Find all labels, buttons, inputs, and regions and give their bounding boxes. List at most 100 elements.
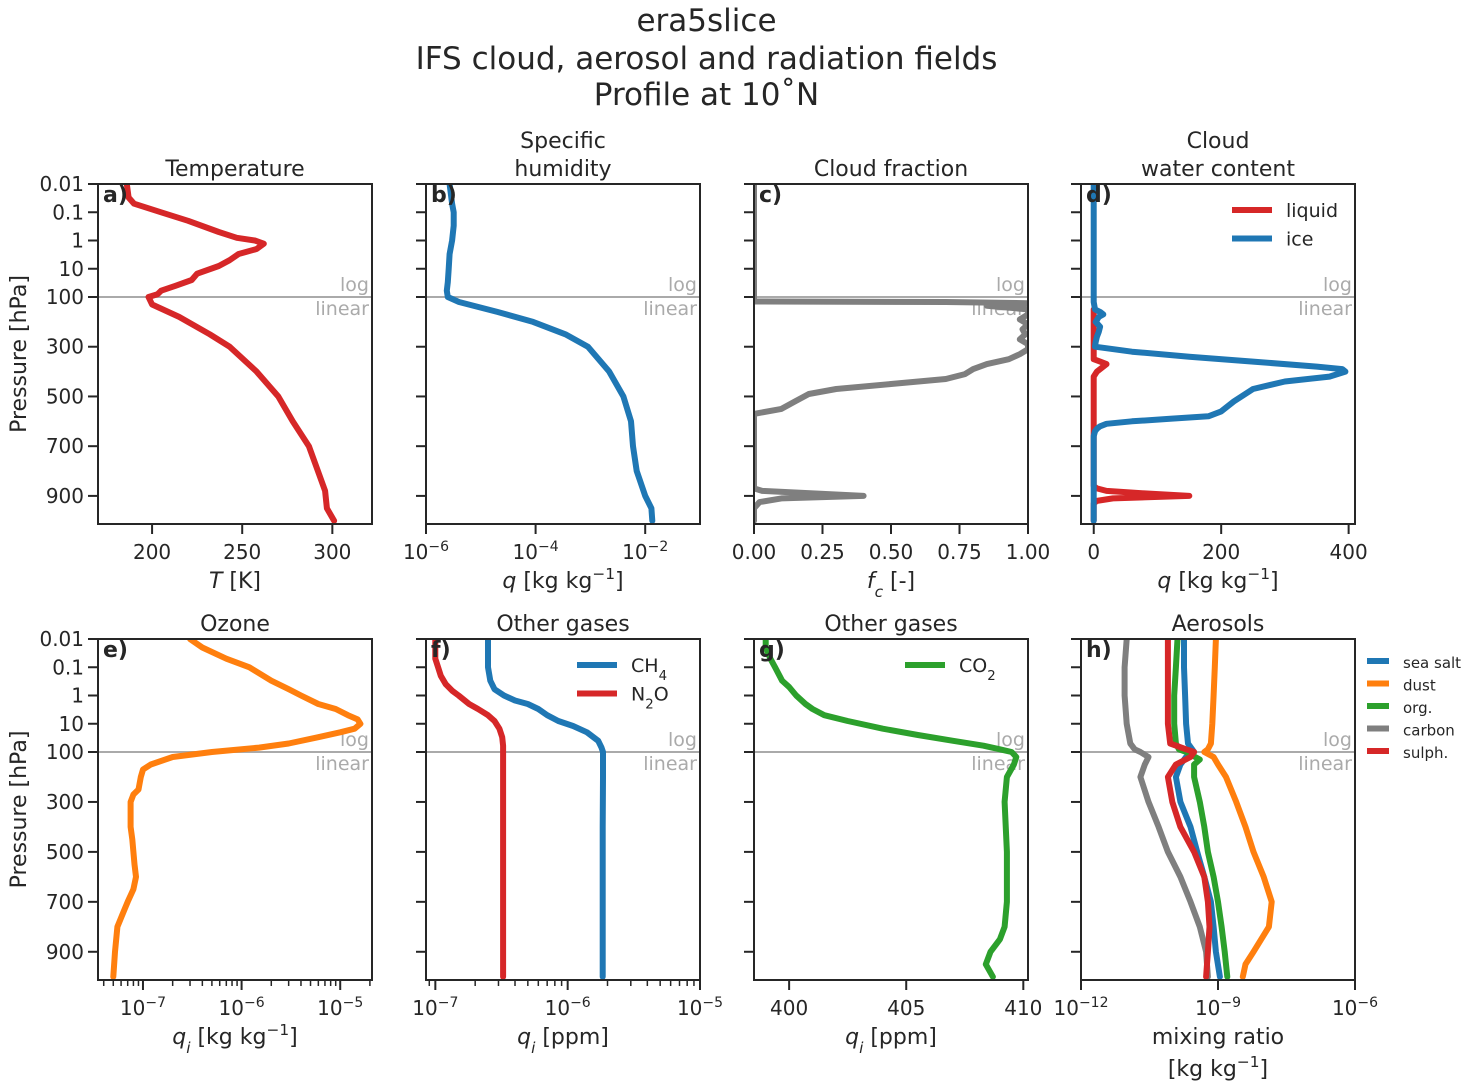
panel-6-letter: f) [431, 638, 451, 663]
panel-7-log-label: log [996, 729, 1025, 751]
panel-6-series-ch4 [485, 639, 606, 980]
panel-2-log-label: log [668, 274, 697, 296]
panel-5-ytick-label: 10 [59, 712, 84, 736]
panel-8-legend-label: sulph. [1403, 744, 1448, 762]
figure-suptitle-line-2: IFS cloud, aerosol and radiation fields [415, 41, 998, 77]
panel-5-log-label: log [340, 729, 369, 751]
panel-1-xtick-label: 250 [223, 540, 261, 564]
panel-5-xtick-label: 10−7 [120, 995, 166, 1020]
panel-2-xlabel: q [kg kg−1] [502, 565, 623, 594]
panel-8-legend-label: org. [1403, 699, 1432, 717]
panel-5-ytick-label: 100 [46, 740, 84, 764]
panel-8-legend-label: sea salt [1403, 654, 1461, 672]
panel-1-linear-label: linear [315, 298, 369, 320]
panel-7-letter: g) [759, 638, 785, 663]
panel-8-xlabel-line2: [kg kg−1] [1168, 1053, 1268, 1082]
panel-6-series-group [432, 639, 606, 980]
panel-6-legend-label: N2O [631, 684, 669, 713]
panel-7-xtick-label: 405 [887, 996, 925, 1020]
panel-8-xtick-label: 10−9 [1195, 995, 1241, 1020]
panel-8-series-sea-salt [1172, 639, 1223, 980]
panel-8-series-dust [1201, 639, 1275, 980]
panel-3-series-line0 [754, 184, 1028, 524]
panel-2-xtick-label: 10−4 [513, 539, 559, 564]
panel-4-xlabel: q [kg kg−1] [1157, 565, 1278, 594]
panel-1-title-line-1: Temperature [164, 157, 304, 182]
panel-1-xtick-label: 200 [133, 540, 171, 564]
panel-7-xtick-label: 410 [1004, 996, 1042, 1020]
panel-1-xlabel: T [K] [209, 569, 261, 594]
panel-5-ytick-label: 1 [71, 684, 84, 708]
panel-5-xtick-label: 10−6 [219, 995, 265, 1020]
panel-8-series-carbon [1121, 639, 1211, 980]
panel-1-ytick-label: 300 [46, 335, 84, 359]
panel-6-title-line-1: Other gases [496, 612, 629, 637]
panel-1-ytick-label: 100 [46, 285, 84, 309]
panel-7-xtick-label: 400 [770, 996, 808, 1020]
panel-8-legend-label: dust [1403, 677, 1436, 695]
panel-8-xtick-label: 10−6 [1332, 995, 1378, 1020]
panel-6-legend-label: CH4 [631, 655, 667, 684]
panel-1-ytick-label: 10 [59, 257, 84, 281]
panel-4-title-line-2: water content [1141, 157, 1295, 182]
panel-4-frame [1080, 183, 1356, 525]
panel-4-xtick-label: 0 [1087, 540, 1100, 564]
panel-4-letter: d) [1086, 183, 1112, 208]
panel-5-letter: e) [103, 638, 128, 663]
panel-5-title-line-1: Ozone [200, 612, 270, 637]
panel-5-frame [97, 638, 373, 981]
panel-4-title-line-1: Cloud [1187, 129, 1250, 154]
panel-3-xtick-label: 0.50 [869, 540, 914, 564]
panel-6-xtick-label: 10−7 [412, 995, 458, 1020]
panel-1-xtick-label: 300 [313, 540, 351, 564]
panel-1-ylabel: Pressure [hPa] [7, 275, 32, 433]
panel-2-series-group [443, 184, 656, 524]
panel-3-xtick-label: 1.00 [1006, 540, 1051, 564]
panel-2-frame [425, 183, 701, 525]
panel-8-title-line-1: Aerosols [1172, 612, 1265, 637]
panel-1-letter: a) [103, 183, 128, 208]
panel-3-xtick-label: 0.00 [732, 540, 777, 564]
panel-2-xtick-label: 10−2 [622, 539, 668, 564]
panel-2-linear-label: linear [643, 298, 697, 320]
panel-6-series-n2o [432, 639, 507, 980]
panel-3-title-line-1: Cloud fraction [814, 157, 968, 182]
panel-3-frame [753, 183, 1029, 525]
panel-7-frame [753, 638, 1029, 981]
panel-8-xtick-label: 10−12 [1054, 995, 1109, 1020]
panel-5-ytick-label: 0.1 [52, 655, 84, 679]
panel-4-linear-label: linear [1298, 298, 1352, 320]
figure-suptitle-line-1: era5slice [636, 3, 777, 39]
figure-suptitle-line-3: Profile at 10˚N [593, 77, 820, 113]
panel-4-legend-label: liquid [1286, 200, 1338, 222]
panel-8-series-group [1121, 639, 1275, 980]
panel-5-xlabel: qi [kg kg−1] [172, 1021, 298, 1057]
panel-4-series-ice [1090, 184, 1349, 524]
panel-5-series-group [110, 639, 364, 980]
panel-3-xlabel: fc [-] [867, 569, 915, 601]
panel-2-series-line0 [443, 184, 656, 524]
panel-4-series-liquid [1090, 306, 1193, 524]
panel-4-legend-label: ice [1286, 229, 1313, 251]
panel-5-xtick-label: 10−5 [317, 995, 363, 1020]
panel-5-ytick-label: 300 [46, 790, 84, 814]
panel-7-title-line-1: Other gases [824, 612, 957, 637]
panel-1-ytick-label: 0.01 [39, 172, 84, 196]
panel-1-log-label: log [340, 274, 369, 296]
panel-4-xtick-label: 400 [1330, 540, 1368, 564]
panel-7-legend-label: CO2 [959, 655, 996, 684]
panel-4-xtick-label: 200 [1202, 540, 1240, 564]
panel-8-letter: h) [1086, 638, 1112, 663]
panel-2-title-line-2: humidity [514, 157, 611, 182]
panel-8-log-label: log [1323, 729, 1352, 751]
panel-8-series-sulph- [1164, 639, 1213, 980]
panel-1-series-line0 [123, 184, 338, 524]
panel-3-series-group [754, 184, 1028, 524]
